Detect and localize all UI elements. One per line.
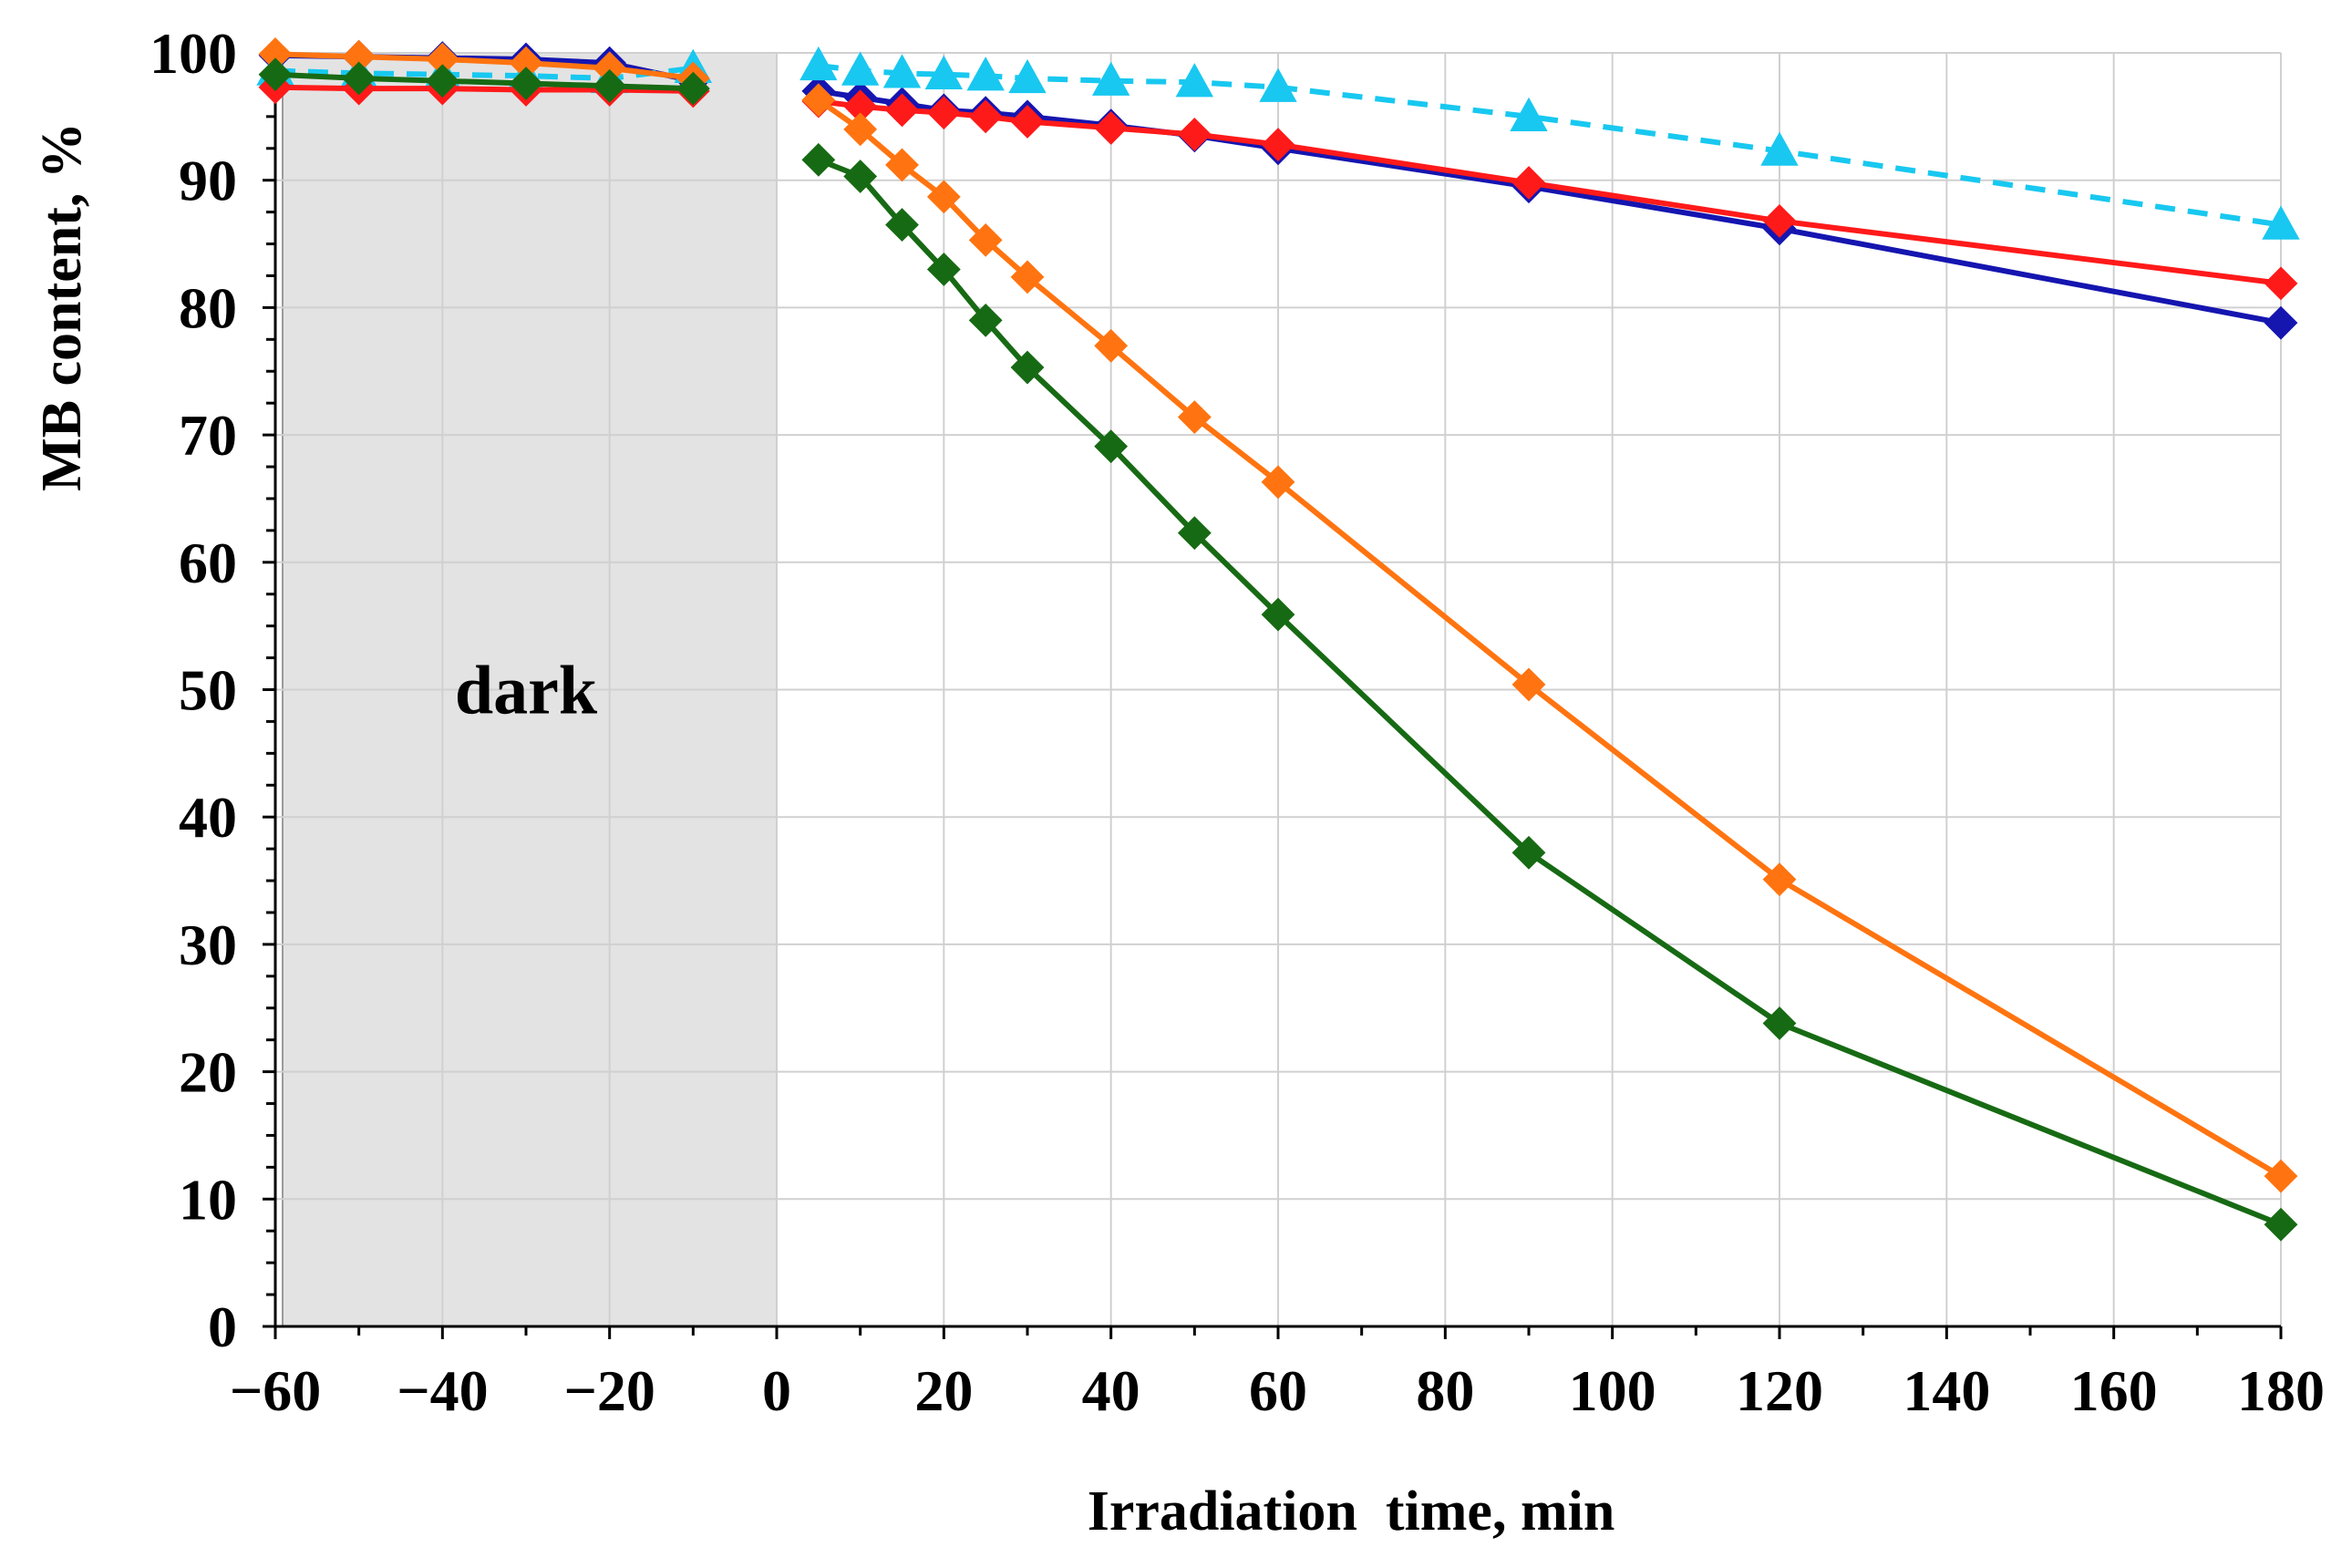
x-tick-label: 160 (2070, 1358, 2158, 1423)
data-point-green (801, 142, 836, 177)
series-green (258, 57, 2298, 1242)
data-point-orange (843, 112, 878, 147)
data-point-orange (801, 83, 836, 118)
x-axis-title: Irradiation time, min (1088, 1480, 1615, 1542)
data-point-green (1511, 835, 1546, 870)
data-point-orange (1010, 260, 1045, 294)
data-point-cyan (1175, 63, 1214, 98)
x-tick-label: −60 (230, 1358, 321, 1423)
x-tick-label: 60 (1249, 1358, 1307, 1423)
data-point-green (1261, 597, 1295, 632)
data-point-orange (1261, 465, 1295, 500)
data-point-green (1762, 1006, 1797, 1040)
data-point-orange (968, 222, 1003, 257)
data-point-green (968, 303, 1003, 337)
data-point-cyan (799, 46, 838, 81)
y-tick-label: 10 (179, 1167, 237, 1232)
axes: −60 −40 −20 0 20 40 60 80 100 120 140 160 180 0 10 20 30… (150, 21, 2325, 1423)
y-tick-label: 70 (179, 403, 237, 468)
x-tick-label: 180 (2237, 1358, 2325, 1423)
y-tick-label: 100 (150, 21, 237, 86)
x-tick-label: 20 (914, 1358, 973, 1423)
x-tick-label: −40 (397, 1358, 488, 1423)
y-tick-label: 60 (179, 531, 237, 595)
data-point-orange (1511, 667, 1546, 702)
data-point-cyan (1259, 67, 1297, 102)
data-point-cyan (1760, 131, 1799, 166)
data-point-green (926, 253, 961, 286)
x-tick-label: 80 (1416, 1358, 1474, 1423)
data-point-green (593, 68, 627, 103)
data-point-red (2264, 266, 2298, 301)
data-point-orange (1177, 400, 1212, 434)
data-point-red (1261, 128, 1295, 161)
grid (274, 52, 2282, 1326)
data-point-red (1762, 203, 1797, 238)
data-point-orange (2264, 1159, 2298, 1193)
data-point-cyan (924, 55, 964, 89)
data-point-green (843, 160, 878, 193)
data-point-red (1177, 117, 1212, 151)
x-tick-label: −20 (563, 1358, 655, 1423)
data-point-blue (2264, 305, 2298, 340)
data-point-green (676, 71, 710, 106)
data-point-red (885, 93, 919, 128)
x-tick-label: 0 (762, 1358, 791, 1423)
data-point-green (258, 57, 293, 92)
data-point-green (885, 208, 919, 242)
y-tick-label: 40 (179, 785, 237, 850)
data-point-cyan (1510, 97, 1548, 132)
x-tick-label: 140 (1903, 1358, 1990, 1423)
y-tick-label: 0 (208, 1295, 237, 1359)
data-point-red (926, 96, 961, 130)
data-point-green (1177, 516, 1212, 551)
data-point-green (509, 67, 543, 100)
series-layer (256, 36, 2300, 1242)
series-orange (258, 36, 2298, 1193)
data-point-green (1094, 429, 1129, 464)
series-line-cyan (274, 65, 694, 81)
data-point-cyan (1008, 58, 1047, 94)
data-point-red (1094, 111, 1129, 145)
data-point-orange (926, 180, 961, 214)
data-point-green (425, 64, 459, 98)
x-tick-label: 100 (1569, 1358, 1656, 1423)
data-point-cyan (966, 57, 1005, 91)
data-point-green (1010, 350, 1045, 385)
dark-region-label: dark (455, 653, 598, 729)
data-point-green (342, 61, 377, 96)
x-tick-label: 40 (1082, 1358, 1140, 1423)
y-tick-label: 80 (179, 275, 237, 340)
data-point-green (2264, 1207, 2298, 1242)
y-tick-label: 90 (179, 149, 237, 213)
data-point-orange (1094, 328, 1129, 363)
y-tick-label: 50 (179, 658, 237, 723)
data-point-cyan (2262, 205, 2300, 240)
data-point-red (1511, 166, 1546, 200)
x-tick-label: 120 (1736, 1358, 1823, 1423)
data-point-cyan (882, 54, 922, 88)
data-point-red (968, 99, 1003, 134)
data-point-red (1010, 105, 1045, 139)
y-axis-title: MB content, % (31, 122, 93, 491)
data-point-cyan (841, 51, 880, 86)
data-point-orange (885, 148, 919, 182)
labels-layer: dark Irradiation time, min MB content, % (31, 122, 1614, 1542)
data-point-cyan (1091, 61, 1130, 96)
data-point-orange (1762, 862, 1797, 897)
y-tick-label: 20 (179, 1040, 237, 1105)
y-tick-label: 30 (179, 913, 237, 977)
